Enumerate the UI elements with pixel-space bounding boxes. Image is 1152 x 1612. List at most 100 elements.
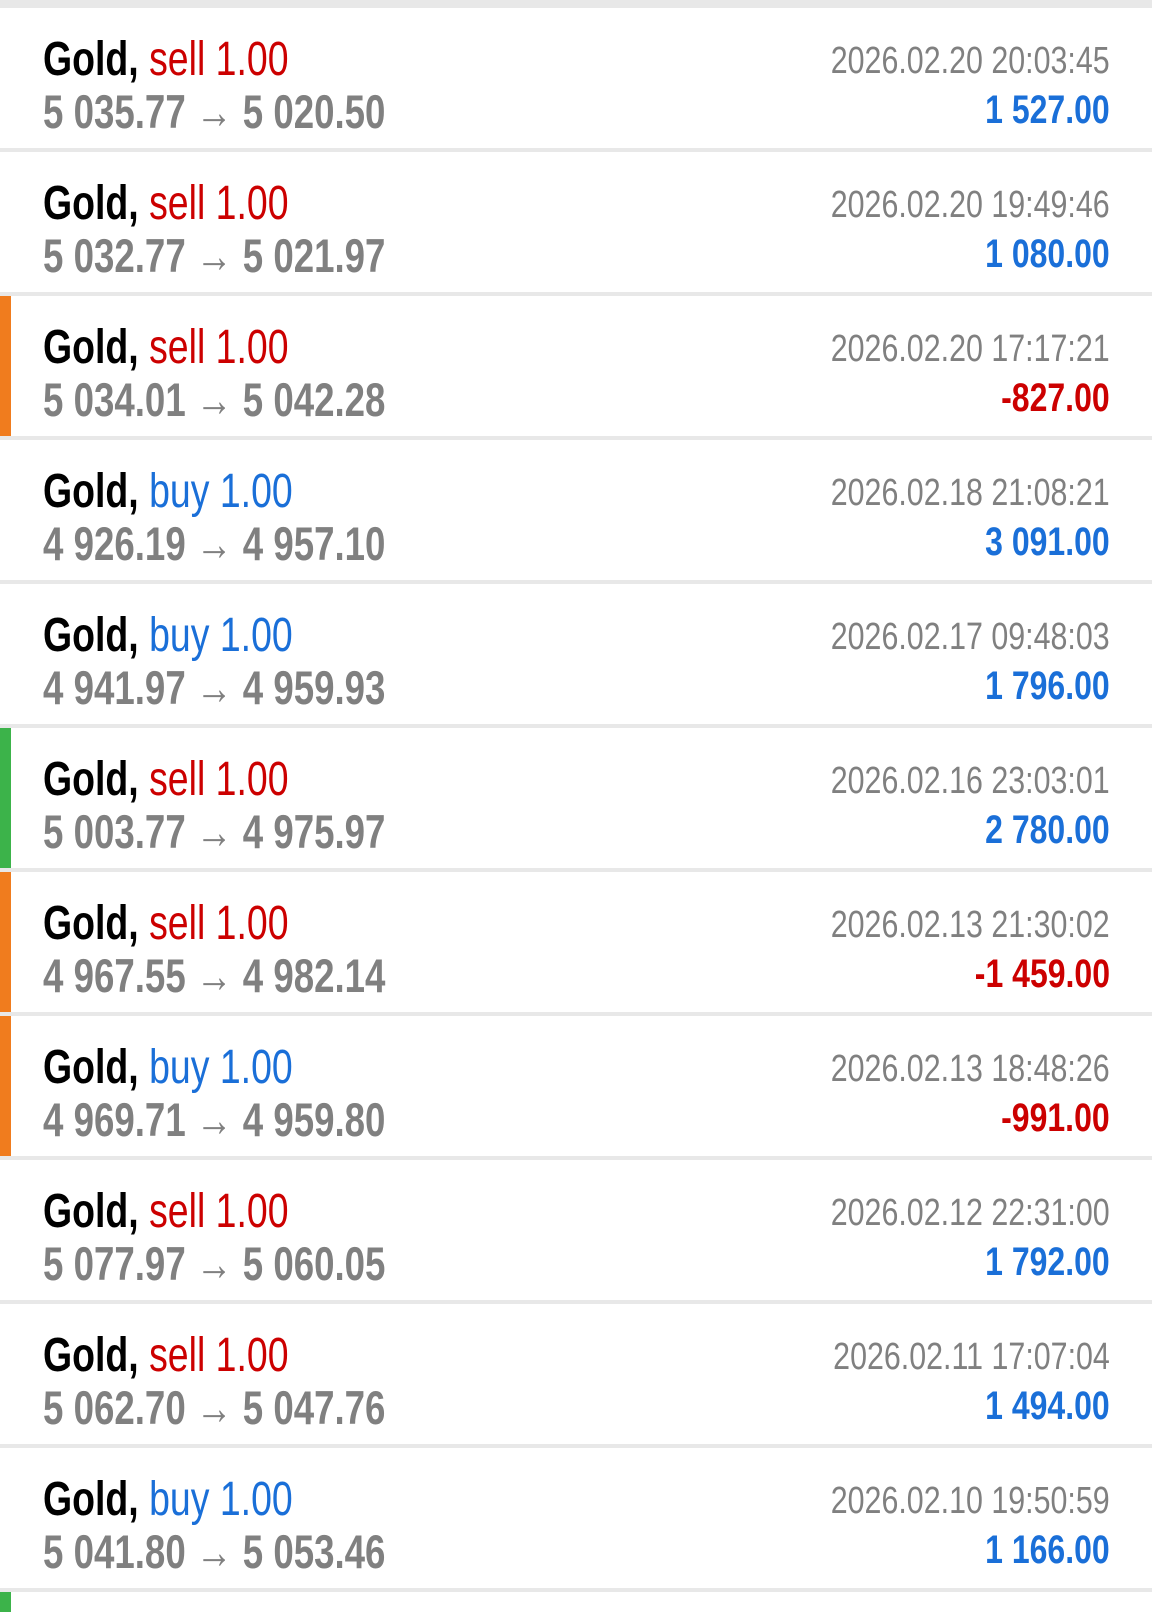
trade-side: sell bbox=[149, 753, 206, 806]
arrow-right-icon: → bbox=[195, 85, 233, 138]
trade-time: 2026.02.13 18:48:26 bbox=[831, 1048, 1110, 1090]
trade-volume: 1.00 bbox=[215, 177, 289, 230]
close-price: 5 020.50 bbox=[242, 85, 386, 138]
trade-time: 2026.02.18 21:08:21 bbox=[831, 472, 1110, 514]
trade-volume: 1.00 bbox=[215, 1185, 289, 1238]
trade-row[interactable]: Gold, sell 1.00 5 062.70 → 5 047.76 2026.0… bbox=[0, 1304, 1152, 1444]
trade-row[interactable]: Gold, sell 1.00 5 077.97 → 5 060.05 2026.0… bbox=[0, 1160, 1152, 1300]
arrow-right-icon: → bbox=[195, 805, 233, 858]
trade-profit: -991.00 bbox=[1001, 1096, 1110, 1140]
open-price: 5 034.01 bbox=[43, 373, 186, 426]
trade-volume: 1.00 bbox=[219, 465, 293, 518]
divider bbox=[0, 1300, 1152, 1304]
trade-row-partial[interactable] bbox=[0, 1592, 1152, 1612]
arrow-right-icon: → bbox=[195, 661, 233, 714]
divider bbox=[0, 1588, 1152, 1592]
price-range: 4 926.19 → 4 957.10 bbox=[43, 516, 385, 571]
arrow-right-icon: → bbox=[195, 1093, 233, 1146]
close-price: 5 053.46 bbox=[242, 1525, 386, 1578]
divider bbox=[0, 292, 1152, 296]
divider bbox=[0, 148, 1152, 152]
trade-profit: 1 527.00 bbox=[985, 88, 1110, 132]
trade-volume: 1.00 bbox=[219, 1041, 293, 1094]
result-marker bbox=[0, 296, 11, 436]
trade-side: sell bbox=[149, 1329, 206, 1382]
trade-title: Gold, buy 1.00 bbox=[43, 1040, 293, 1095]
open-price: 4 969.71 bbox=[43, 1093, 186, 1146]
divider bbox=[0, 436, 1152, 440]
price-range: 5 062.70 → 5 047.76 bbox=[43, 1380, 385, 1435]
trade-side: buy bbox=[149, 609, 210, 662]
result-marker bbox=[0, 1592, 11, 1612]
trade-profit: 1 166.00 bbox=[985, 1528, 1110, 1572]
close-price: 4 982.14 bbox=[242, 949, 386, 1002]
divider bbox=[0, 868, 1152, 872]
price-range: 4 967.55 → 4 982.14 bbox=[43, 948, 385, 1003]
trade-time: 2026.02.20 20:03:45 bbox=[831, 40, 1110, 82]
price-range: 5 041.80 → 5 053.46 bbox=[43, 1524, 385, 1579]
trade-profit: 1 796.00 bbox=[985, 664, 1110, 708]
trade-profit: 1 080.00 bbox=[985, 232, 1110, 276]
trade-title: Gold, sell 1.00 bbox=[43, 32, 289, 87]
symbol: Gold, bbox=[43, 33, 139, 86]
trade-time: 2026.02.12 22:31:00 bbox=[831, 1192, 1110, 1234]
trade-title: Gold, sell 1.00 bbox=[43, 1328, 289, 1383]
result-marker bbox=[0, 728, 11, 868]
close-price: 4 959.93 bbox=[242, 661, 386, 714]
price-range: 5 032.77 → 5 021.97 bbox=[43, 228, 385, 283]
trade-profit: -1 459.00 bbox=[974, 952, 1110, 996]
trade-side: sell bbox=[149, 1185, 206, 1238]
trade-title: Gold, sell 1.00 bbox=[43, 1184, 289, 1239]
trade-profit: 1 494.00 bbox=[985, 1384, 1110, 1428]
open-price: 5 003.77 bbox=[43, 805, 186, 858]
trade-row[interactable]: Gold, buy 1.00 4 969.71 → 4 959.80 2026.02… bbox=[0, 1016, 1152, 1156]
trade-row[interactable]: Gold, buy 1.00 5 041.80 → 5 053.46 2026.02… bbox=[0, 1448, 1152, 1588]
close-price: 5 060.05 bbox=[242, 1237, 386, 1290]
trade-profit: 1 792.00 bbox=[985, 1240, 1110, 1284]
trade-side: buy bbox=[149, 1473, 210, 1526]
symbol: Gold, bbox=[43, 1041, 139, 1094]
open-price: 5 062.70 bbox=[43, 1381, 186, 1434]
price-range: 5 035.77 → 5 020.50 bbox=[43, 84, 385, 139]
trade-row[interactable]: Gold, sell 1.00 5 003.77 → 4 975.97 2026.0… bbox=[0, 728, 1152, 868]
close-price: 5 047.76 bbox=[242, 1381, 386, 1434]
price-range: 4 969.71 → 4 959.80 bbox=[43, 1092, 385, 1147]
arrow-right-icon: → bbox=[195, 229, 233, 282]
trade-row[interactable]: Gold, sell 1.00 5 035.77 → 5 020.50 2026.0… bbox=[0, 8, 1152, 148]
trade-row[interactable]: Gold, sell 1.00 4 967.55 → 4 982.14 2026.0… bbox=[0, 872, 1152, 1012]
trade-time: 2026.02.20 19:49:46 bbox=[831, 184, 1110, 226]
arrow-right-icon: → bbox=[195, 373, 233, 426]
trade-row[interactable]: Gold, sell 1.00 5 032.77 → 5 021.97 2026.0… bbox=[0, 152, 1152, 292]
price-range: 5 034.01 → 5 042.28 bbox=[43, 372, 385, 427]
close-price: 4 975.97 bbox=[242, 805, 386, 858]
trade-time: 2026.02.11 17:07:04 bbox=[833, 1336, 1110, 1378]
divider bbox=[0, 1444, 1152, 1448]
trade-row[interactable]: Gold, buy 1.00 4 926.19 → 4 957.10 2026.02… bbox=[0, 440, 1152, 580]
symbol: Gold, bbox=[43, 1185, 139, 1238]
trade-title: Gold, buy 1.00 bbox=[43, 608, 293, 663]
price-range: 5 003.77 → 4 975.97 bbox=[43, 804, 385, 859]
symbol: Gold, bbox=[43, 609, 139, 662]
result-marker bbox=[0, 872, 11, 1012]
close-price: 5 021.97 bbox=[242, 229, 386, 282]
trade-time: 2026.02.17 09:48:03 bbox=[831, 616, 1110, 658]
trade-side: sell bbox=[149, 177, 206, 230]
trade-time: 2026.02.13 21:30:02 bbox=[831, 904, 1110, 946]
trade-side: sell bbox=[149, 321, 206, 374]
arrow-right-icon: → bbox=[195, 1381, 233, 1434]
trade-row[interactable]: Gold, sell 1.00 5 034.01 → 5 042.28 2026.0… bbox=[0, 296, 1152, 436]
close-price: 4 957.10 bbox=[242, 517, 386, 570]
open-price: 4 967.55 bbox=[43, 949, 186, 1002]
open-price: 4 941.97 bbox=[43, 661, 186, 714]
arrow-right-icon: → bbox=[195, 1525, 233, 1578]
open-price: 4 926.19 bbox=[43, 517, 186, 570]
arrow-right-icon: → bbox=[195, 949, 233, 1002]
trade-row[interactable]: Gold, buy 1.00 4 941.97 → 4 959.93 2026.02… bbox=[0, 584, 1152, 724]
trade-side: buy bbox=[149, 465, 210, 518]
open-price: 5 041.80 bbox=[43, 1525, 186, 1578]
close-price: 5 042.28 bbox=[242, 373, 386, 426]
trade-title: Gold, buy 1.00 bbox=[43, 464, 293, 519]
trade-volume: 1.00 bbox=[219, 609, 293, 662]
trade-side: sell bbox=[149, 33, 206, 86]
divider bbox=[0, 724, 1152, 728]
